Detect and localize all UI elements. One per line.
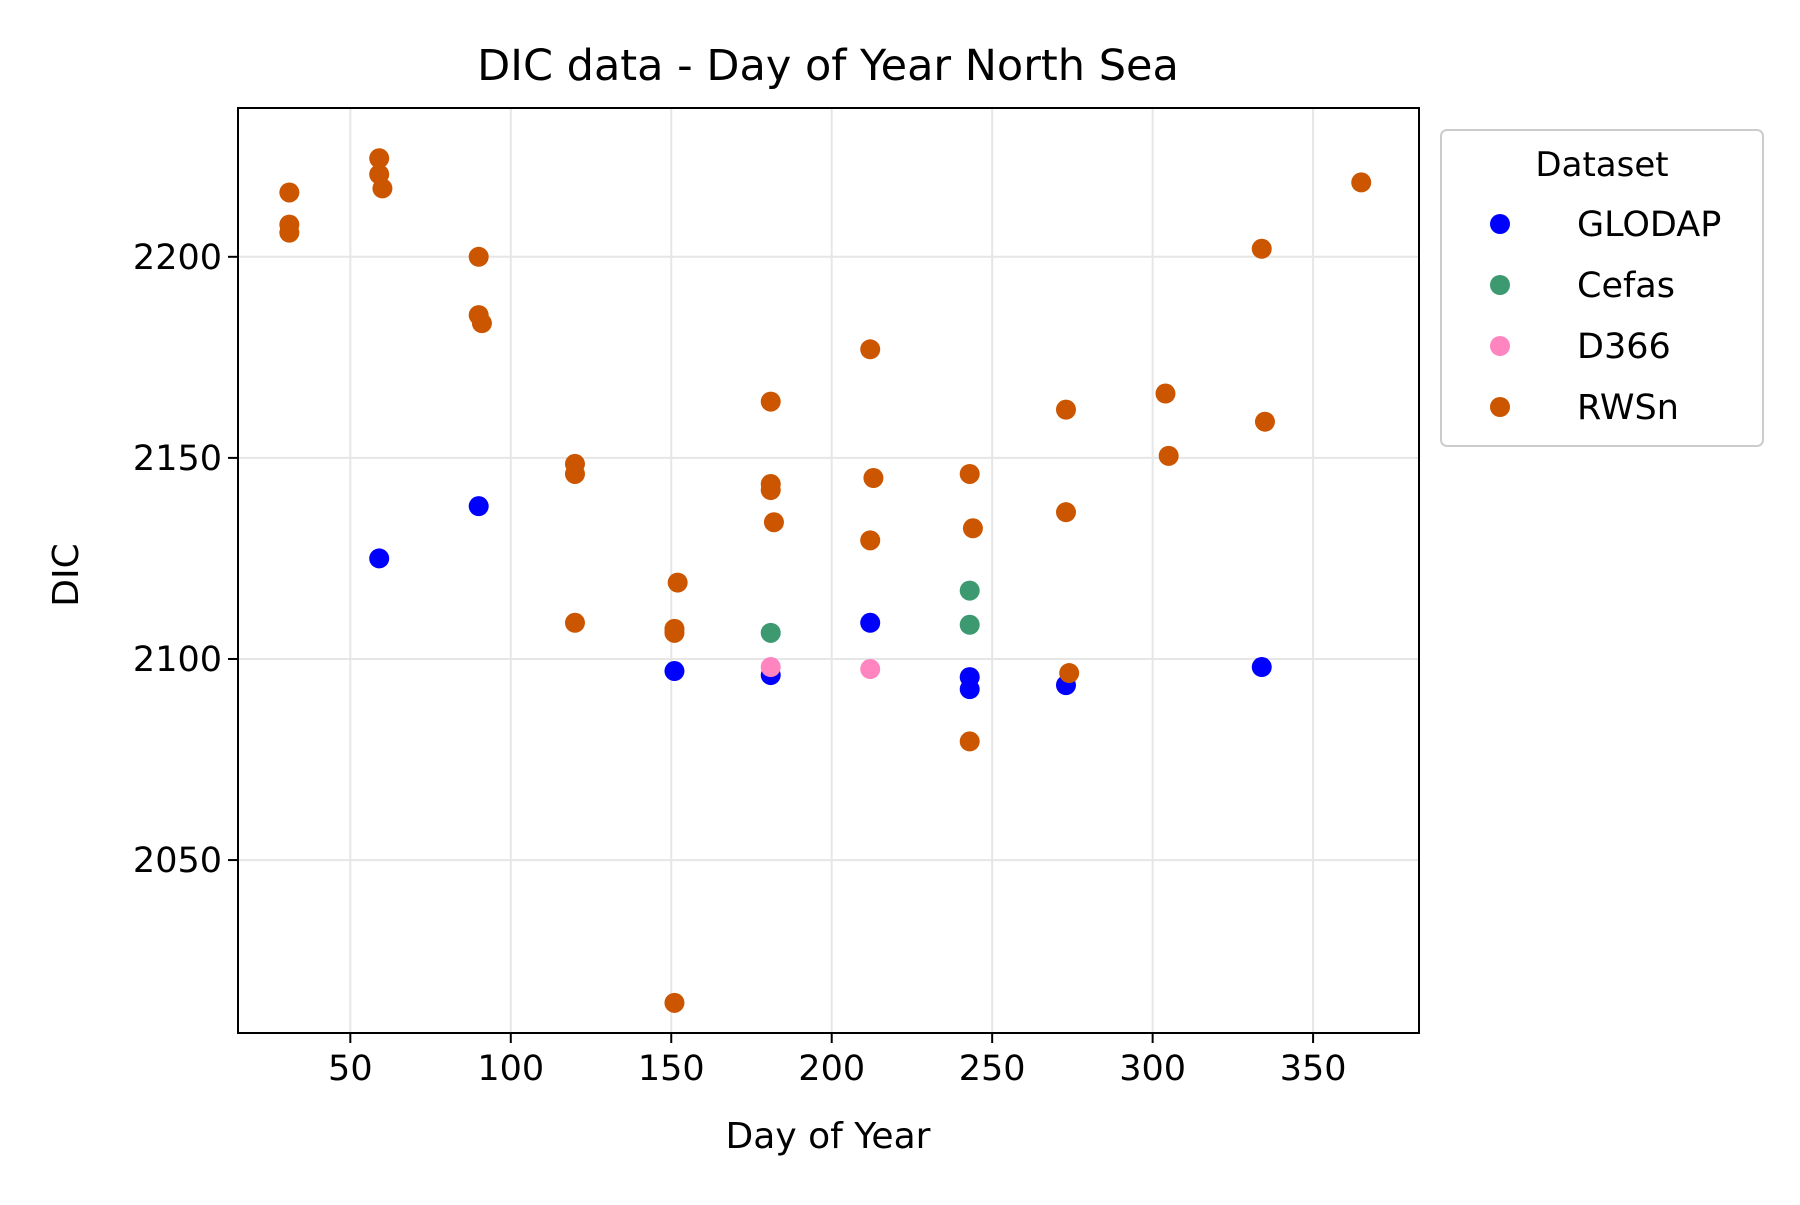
data-point-rwsn <box>471 313 492 334</box>
plot-area-frame <box>237 107 1420 1034</box>
x-tick-label: 150 <box>638 1049 705 1089</box>
data-point-cefas <box>959 580 980 601</box>
data-point-rwsn <box>760 391 781 412</box>
legend-title: Dataset <box>1535 145 1668 185</box>
data-point-glodap <box>860 612 881 633</box>
data-point-rwsn <box>279 222 300 243</box>
data-point-rwsn <box>760 480 781 501</box>
y-tick-label: 2150 <box>133 439 222 479</box>
data-point-cefas <box>760 622 781 643</box>
data-point-glodap <box>664 661 685 682</box>
x-tick-label: 50 <box>328 1049 373 1089</box>
legend-label-rwsn: RWSn <box>1577 388 1679 428</box>
x-tick-label: 250 <box>959 1049 1026 1089</box>
data-point-rwsn <box>962 518 983 539</box>
y-tick-label: 2200 <box>133 238 222 278</box>
data-point-rwsn <box>1158 445 1179 466</box>
x-axis-label: Day of Year <box>726 1116 931 1157</box>
data-point-rwsn <box>860 530 881 551</box>
chart-title: DIC data - Day of Year North Sea <box>477 41 1179 91</box>
y-axis-label: DIC <box>46 543 87 606</box>
legend-marker-glodap <box>1490 214 1510 234</box>
data-point-rwsn <box>564 463 585 484</box>
data-point-glodap <box>1251 657 1272 678</box>
data-point-rwsn <box>279 182 300 203</box>
axis-ticks: 50 100 150 200 250 300 350 2050 2100 2150 2200 <box>133 238 1347 1089</box>
data-point-rwsn <box>664 622 685 643</box>
data-point-rwsn <box>369 148 390 169</box>
data-point-glodap <box>369 548 390 569</box>
data-point-rwsn <box>1055 399 1076 420</box>
legend-marker-cefas <box>1490 275 1510 295</box>
legend-label-d366: D366 <box>1577 327 1671 367</box>
data-point-rwsn <box>959 731 980 752</box>
legend: Dataset GLODAP Cefas D366 RWSn <box>1440 129 1764 447</box>
data-points <box>279 148 1372 1013</box>
data-point-rwsn <box>1155 383 1176 404</box>
data-point-rwsn <box>664 992 685 1013</box>
y-tick-label: 2100 <box>133 640 222 680</box>
data-point-rwsn <box>468 246 489 267</box>
legend-items: GLODAP Cefas D366 RWSn <box>1490 205 1721 428</box>
data-point-rwsn <box>763 512 784 533</box>
x-tick-label: 350 <box>1280 1049 1347 1089</box>
x-tick-label: 100 <box>477 1049 544 1089</box>
data-point-rwsn <box>1254 411 1275 432</box>
legend-marker-rwsn <box>1490 397 1510 417</box>
legend-box <box>1440 129 1764 447</box>
data-point-rwsn <box>372 178 393 199</box>
data-point-glodap <box>468 496 489 517</box>
data-point-rwsn <box>860 339 881 360</box>
data-point-cefas <box>959 614 980 635</box>
data-point-rwsn <box>667 572 688 593</box>
legend-marker-d366 <box>1490 336 1510 356</box>
x-tick-label: 300 <box>1119 1049 1186 1089</box>
x-tick-label: 200 <box>798 1049 865 1089</box>
data-point-rwsn <box>564 612 585 633</box>
data-point-d366 <box>760 657 781 678</box>
grid <box>238 108 1419 1033</box>
data-point-glodap <box>959 679 980 700</box>
data-point-rwsn <box>863 468 884 488</box>
legend-label-glodap: GLODAP <box>1577 205 1721 245</box>
data-point-rwsn <box>1055 502 1076 523</box>
data-point-rwsn <box>1351 172 1372 193</box>
data-point-rwsn <box>1059 663 1080 684</box>
y-tick-label: 2050 <box>133 841 222 881</box>
legend-label-cefas: Cefas <box>1577 266 1675 306</box>
data-point-rwsn <box>1251 238 1272 259</box>
data-point-rwsn <box>959 463 980 484</box>
data-point-d366 <box>860 659 881 680</box>
